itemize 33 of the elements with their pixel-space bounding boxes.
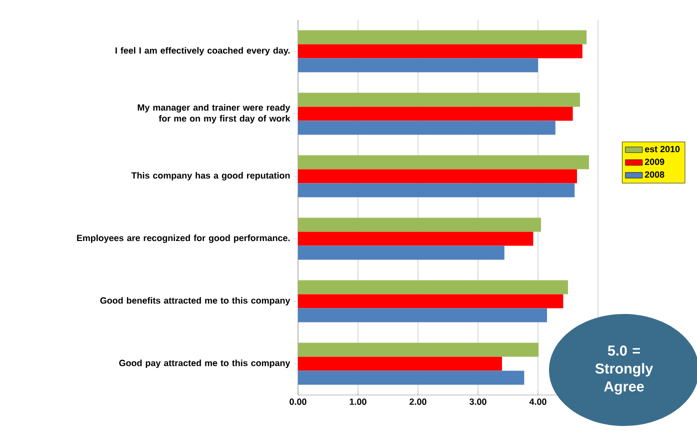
bar (298, 92, 580, 107)
bar (298, 342, 539, 357)
y-tick-label: This company has a good reputation (131, 172, 290, 180)
bar (298, 232, 534, 246)
x-tick-label: 2.00 (410, 398, 426, 405)
bar (298, 218, 542, 232)
annotation: 5.0 = Strongly Agree (595, 346, 654, 394)
bar (298, 294, 564, 308)
legend-label: est 2010 (644, 146, 680, 152)
bar (298, 280, 568, 294)
bar (298, 120, 556, 135)
y-tick-label: I feel I am effectively coached every day. (116, 47, 290, 56)
bar (298, 44, 582, 58)
legend-label: 2009 (644, 158, 664, 165)
bar (298, 246, 504, 260)
bar (298, 30, 587, 44)
x-tick-label: 3.00 (469, 398, 486, 405)
bar (298, 308, 548, 322)
legend-label: 2008 (644, 171, 664, 178)
bar (298, 58, 538, 72)
y-tick-label: Good pay attracted me to this company (119, 360, 290, 368)
bar (298, 183, 575, 198)
x-tick-label: 0.00 (290, 398, 306, 405)
bar (298, 356, 502, 371)
y-tick-label: My manager and trainer were ready for me on my first day of work (138, 104, 290, 124)
x-tick-label: 1.00 (350, 398, 366, 405)
y-tick-label: Employees are recognized for good performance. (77, 234, 290, 243)
bar (298, 370, 524, 385)
bar (298, 155, 590, 170)
y-tick-label: Good benefits attracted me to this company (100, 297, 290, 306)
x-tick-label: 4.00 (529, 398, 546, 405)
bar (298, 169, 578, 184)
bar (298, 106, 573, 121)
